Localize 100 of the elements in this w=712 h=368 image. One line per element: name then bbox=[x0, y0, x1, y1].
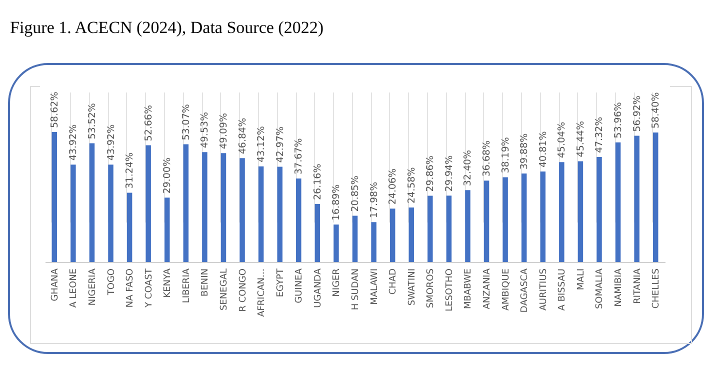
x-tick-label: MALAWI bbox=[370, 268, 380, 305]
x-tick-label: AURITIUS bbox=[538, 268, 549, 311]
bar bbox=[126, 192, 132, 262]
bar bbox=[484, 180, 490, 262]
bar bbox=[240, 158, 245, 262]
data-label: 29.94% bbox=[444, 155, 455, 192]
bar bbox=[70, 164, 76, 262]
data-label: 32.40% bbox=[462, 150, 474, 186]
bar bbox=[202, 152, 208, 262]
data-label: 58.62% bbox=[49, 92, 60, 128]
bar bbox=[428, 196, 433, 262]
bar bbox=[390, 208, 396, 262]
x-tick-label: SWATINI bbox=[407, 268, 418, 306]
data-label: 52.66% bbox=[143, 104, 154, 142]
x-tick-label: R CONGO bbox=[238, 268, 248, 312]
x-tick-label: ANZANIA bbox=[482, 268, 493, 310]
bar bbox=[296, 178, 302, 262]
bar bbox=[408, 207, 414, 262]
data-label: 53.52% bbox=[86, 103, 98, 140]
x-tick-label: GHANA bbox=[50, 268, 60, 302]
data-label: 47.32% bbox=[594, 116, 606, 154]
x-tick-label: AFRICAN… bbox=[257, 268, 268, 317]
bar bbox=[371, 222, 376, 262]
data-label: 49.09% bbox=[218, 112, 230, 150]
bar bbox=[634, 136, 640, 262]
x-tick-label: RITANIA bbox=[632, 268, 643, 304]
x-tick-label: A LEONE bbox=[69, 268, 80, 308]
chart-title: Figure 1. ACECN (2024), Data Source (2022) bbox=[10, 18, 324, 38]
data-label: 29.86% bbox=[425, 156, 436, 192]
data-label: 24.06% bbox=[388, 168, 399, 205]
data-label: 45.44% bbox=[575, 120, 586, 158]
bar bbox=[220, 153, 226, 262]
data-label: 20.85% bbox=[350, 176, 361, 212]
data-label: 45.04% bbox=[556, 122, 568, 158]
x-tick-label: H SUDAN bbox=[351, 268, 361, 310]
x-tick-label: DAGASCA bbox=[520, 268, 530, 313]
x-tick-label: A BISSAU bbox=[558, 268, 568, 311]
x-tick-label: CHELLES bbox=[652, 268, 662, 309]
bar bbox=[146, 145, 151, 262]
data-label: 39.88% bbox=[519, 133, 530, 170]
bar bbox=[615, 142, 621, 262]
x-tick-label: AMBIQUE bbox=[501, 268, 512, 311]
x-tick-label: CHAD bbox=[388, 268, 399, 295]
x-tick-label: LESOTHO bbox=[444, 268, 455, 312]
data-label: 42.97% bbox=[274, 126, 286, 163]
x-tick-label: GUINEA bbox=[294, 268, 305, 304]
data-label: 37.67% bbox=[294, 138, 305, 174]
data-label: 36.68% bbox=[482, 140, 493, 177]
bar bbox=[502, 177, 508, 262]
bar bbox=[183, 144, 189, 262]
bar bbox=[540, 171, 546, 262]
data-label: 17.98% bbox=[368, 182, 380, 218]
data-label: 53.07% bbox=[180, 104, 192, 140]
data-label: 24.58% bbox=[406, 167, 418, 204]
x-tick-label: TOGO bbox=[106, 268, 117, 296]
bar bbox=[652, 132, 658, 262]
x-tick-label: SENEGAL bbox=[219, 268, 230, 310]
x-tick-label: SOMALIA bbox=[595, 268, 606, 310]
data-label: 43.12% bbox=[256, 126, 268, 162]
bar bbox=[277, 166, 282, 262]
data-label: 49.53% bbox=[200, 112, 211, 148]
data-label: 16.89% bbox=[331, 184, 342, 221]
data-label: 53.96% bbox=[613, 102, 624, 138]
x-tick-label: SMOROS bbox=[426, 268, 436, 308]
x-tick-label: BENIN bbox=[200, 268, 211, 296]
data-label: 58.40% bbox=[650, 92, 662, 128]
x-tick-label: NIGERIA bbox=[88, 268, 98, 306]
bar bbox=[334, 224, 339, 262]
data-label: 46.84% bbox=[237, 118, 248, 154]
bar bbox=[258, 166, 264, 262]
x-tick-label: NAMIBIA bbox=[614, 268, 624, 307]
bar bbox=[465, 190, 470, 262]
bar bbox=[164, 198, 170, 262]
x-tick-label: MBABWE bbox=[464, 268, 474, 310]
x-tick-label: UGANDA bbox=[313, 268, 324, 308]
x-tick-label: NA FASO bbox=[126, 268, 136, 308]
bar bbox=[521, 174, 527, 262]
bar bbox=[52, 132, 58, 262]
bar bbox=[108, 164, 114, 262]
data-label: 40.81% bbox=[538, 131, 549, 168]
x-tick-label: EGYPT bbox=[276, 268, 286, 298]
bar bbox=[559, 162, 564, 262]
bar bbox=[352, 216, 358, 262]
data-label: 38.19% bbox=[500, 137, 512, 174]
bar bbox=[596, 157, 602, 262]
data-label: 31.24% bbox=[124, 152, 136, 189]
x-tick-label: Y COAST bbox=[144, 268, 154, 308]
bar bbox=[446, 196, 452, 262]
bar bbox=[89, 143, 95, 262]
x-tick-label: KENYA bbox=[163, 268, 174, 298]
x-tick-label: LIBERIA bbox=[182, 268, 192, 304]
data-label: 43.92% bbox=[106, 124, 117, 161]
bar bbox=[314, 204, 320, 262]
data-label: 43.92% bbox=[68, 124, 80, 161]
data-label: 26.16% bbox=[312, 164, 324, 200]
x-tick-label: MALI bbox=[576, 268, 586, 290]
data-label: 56.92% bbox=[632, 96, 643, 132]
bar bbox=[578, 161, 584, 262]
x-tick-label: NIGER bbox=[332, 268, 342, 297]
data-label: 29.00% bbox=[162, 157, 174, 194]
